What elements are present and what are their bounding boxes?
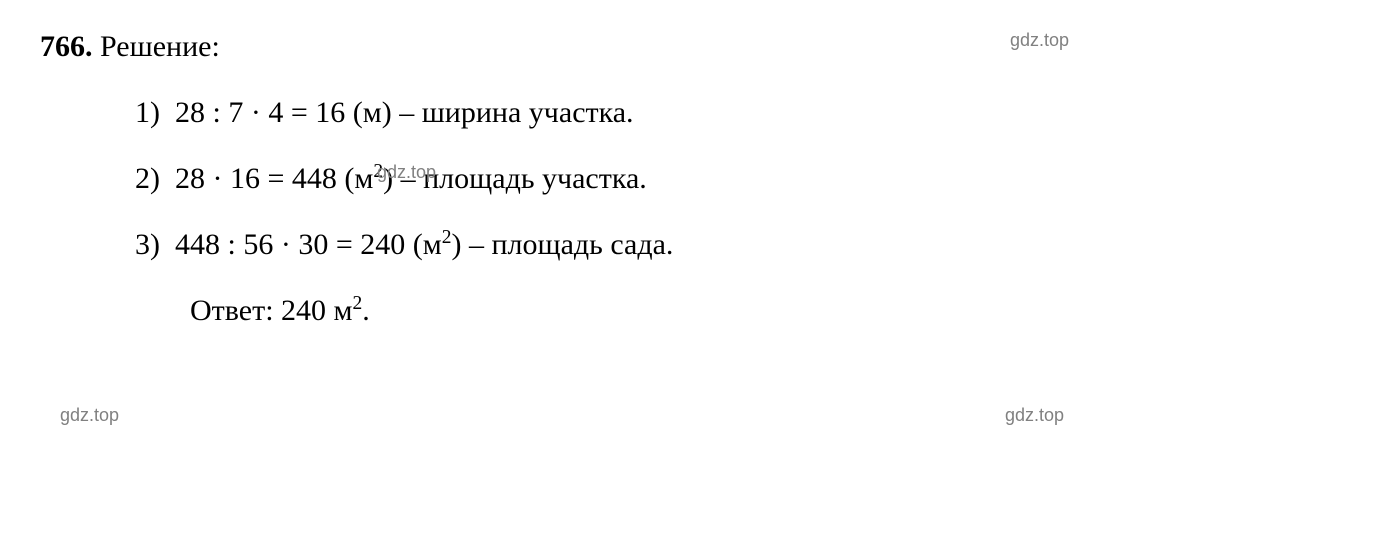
problem-header: 766. Решение: [40,30,1335,64]
answer-label: Ответ: [190,294,274,327]
watermark: gdz.top [1005,405,1064,426]
problem-number: 766. [40,30,93,63]
solution-step-3: 3) 448 : 56 · 30 = 240 (м2) – площадь са… [135,228,1335,262]
step-expression-suffix: ) – площадь участка. [383,162,647,195]
answer-value-suffix: . [362,294,370,327]
step-index: 1) [135,96,160,129]
step-expression-prefix: 28 · 16 = 448 (м [175,162,373,195]
step-expression: 28 : 7 · 4 = 16 (м) – ширина участка. [175,96,634,129]
solution-step-1: 1) 28 : 7 · 4 = 16 (м) – ширина участка. [135,96,1335,130]
watermark: gdz.top [60,405,119,426]
step-index: 3) [135,228,160,261]
answer-value-prefix: 240 м [281,294,352,327]
exponent: 2 [373,161,383,182]
answer-line: Ответ: 240 м2. [190,294,1335,328]
step-expression-prefix: 448 : 56 · 30 = 240 (м [175,228,442,261]
solution-label: Решение: [100,30,220,63]
step-index: 2) [135,162,160,195]
exponent: 2 [442,227,452,248]
step-expression-suffix: ) – площадь сада. [451,228,673,261]
solution-step-2: 2) 28 · 16 = 448 (м2) – площадь участка. [135,162,1335,196]
answer-exponent: 2 [353,293,363,314]
